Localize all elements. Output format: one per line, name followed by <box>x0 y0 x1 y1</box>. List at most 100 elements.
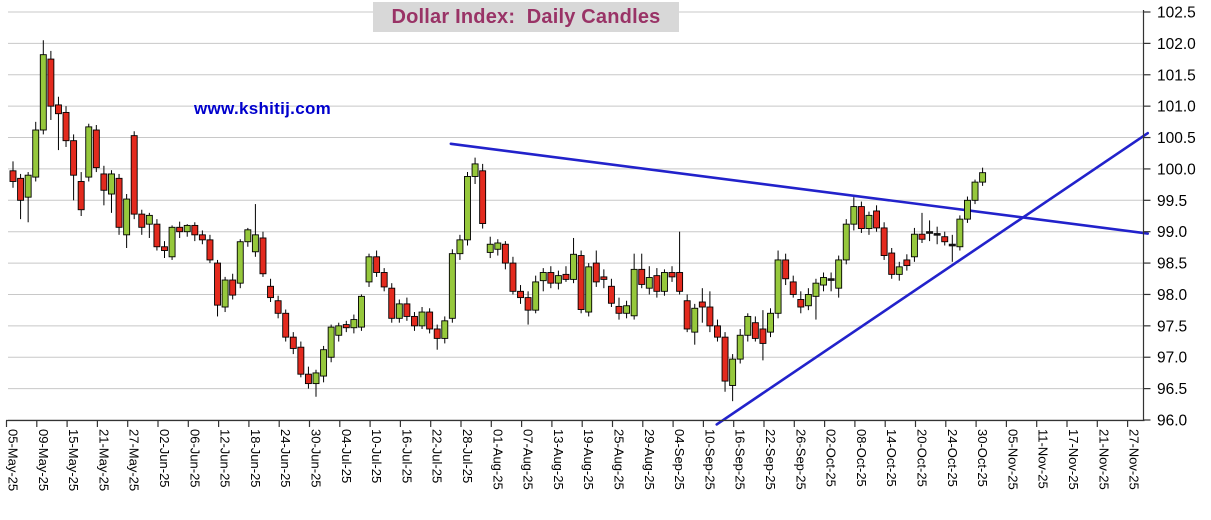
candle-up <box>865 214 873 230</box>
candle-up <box>168 226 176 258</box>
x-tick-label: 18-Jun-25 <box>248 429 263 488</box>
x-tick-label: 13-Aug-25 <box>551 429 566 490</box>
candle-down <box>130 135 138 215</box>
candle-up <box>661 272 668 292</box>
candle-up <box>971 181 979 201</box>
x-tick-label: 11-Nov-25 <box>1036 429 1051 489</box>
x-tick-label: 02-Oct-25 <box>824 429 839 487</box>
candle-down <box>282 312 290 338</box>
candle-down <box>547 272 555 284</box>
candle-down <box>857 206 865 230</box>
candle-up <box>979 172 987 183</box>
candle-down <box>797 299 805 308</box>
y-tick-label: 96.0 <box>1157 413 1188 430</box>
candle-down <box>77 181 85 211</box>
candle-up <box>585 266 593 313</box>
x-axis-labels: 05-May-25 09-May-25 15-May-25 21-May-25 27-M… <box>6 420 1142 491</box>
x-tick-label: 19-Aug-25 <box>581 429 596 490</box>
x-tick-label: 12-Jun-25 <box>218 429 233 488</box>
candle-down <box>297 346 305 375</box>
x-tick-label: 04-Jul-25 <box>339 429 354 483</box>
candle-down <box>759 328 767 344</box>
gridlines <box>8 11 1144 421</box>
candle-up <box>570 253 577 280</box>
x-tick-label: 26-Sep-25 <box>793 429 808 490</box>
candle-up <box>812 282 820 297</box>
y-axis-labels: 102.5 102.0 101.5 101.0 100.5 100.0 99.5 99.0 98… <box>1143 5 1196 430</box>
candle-down <box>668 272 676 278</box>
x-tick-label: 20-Oct-25 <box>915 429 930 487</box>
y-tick-label: 100.0 <box>1157 161 1196 178</box>
candle-up <box>554 275 562 284</box>
x-tick-label: 21-May-25 <box>96 429 111 491</box>
candle-up <box>85 126 93 178</box>
x-tick-label: 15-May-25 <box>66 429 81 491</box>
candle-up <box>320 349 328 377</box>
candle-down <box>888 252 896 275</box>
candle-down <box>600 276 608 280</box>
x-tick-label: 10-Jul-25 <box>369 429 384 483</box>
candle-up <box>358 295 365 328</box>
x-tick-label: 24-Oct-25 <box>945 429 960 487</box>
candle-down <box>229 279 237 296</box>
x-tick-label: 06-Jun-25 <box>187 429 202 488</box>
y-tick-label: 102.5 <box>1157 5 1196 22</box>
candle-down <box>714 325 721 338</box>
candle-up <box>456 239 464 255</box>
x-tick-label: 22-Jul-25 <box>430 429 445 483</box>
candle-down <box>751 322 759 339</box>
candle-down <box>388 287 396 319</box>
candle-up <box>335 325 343 336</box>
candle-down <box>259 237 267 275</box>
x-tick-label: 16-Sep-25 <box>733 429 748 490</box>
candle-down <box>115 177 123 228</box>
y-tick-label: 101.5 <box>1157 67 1196 84</box>
x-tick-label: 25-Aug-25 <box>612 429 627 490</box>
x-tick-label: 04-Sep-25 <box>672 429 687 490</box>
x-tick-label: 24-Jun-25 <box>278 429 293 488</box>
y-tick-label: 96.5 <box>1157 381 1187 398</box>
candle-down <box>509 262 517 292</box>
candle-up <box>736 334 744 360</box>
candle-down <box>426 311 434 330</box>
candle-up <box>691 307 699 333</box>
candle-down <box>373 256 381 273</box>
candle-down <box>70 140 78 176</box>
candle-up <box>910 233 918 258</box>
candle-down <box>433 328 441 339</box>
candle-down <box>411 315 418 327</box>
trendlines <box>449 131 1150 426</box>
candle-down <box>479 170 487 224</box>
candle-down <box>342 324 350 329</box>
candle-up <box>365 256 373 283</box>
x-tick-label: 10-Sep-25 <box>702 429 717 490</box>
candle-up <box>964 199 971 220</box>
candle-up <box>729 358 737 386</box>
candle-wicks <box>12 40 984 402</box>
x-tick-label: 16-Jul-25 <box>399 429 414 483</box>
candle-down <box>524 297 532 311</box>
candle-down <box>782 259 790 280</box>
x-tick-label: 05-Nov-25 <box>1005 429 1020 490</box>
x-tick-label: 30-Oct-25 <box>975 429 990 487</box>
candle-up <box>464 176 471 241</box>
candle-up <box>842 223 850 261</box>
candle-down <box>289 336 297 349</box>
x-tick-label: 02-Jun-25 <box>157 429 172 488</box>
candle-down <box>198 234 206 241</box>
candle-down <box>153 223 161 248</box>
candle-down <box>653 275 661 292</box>
chart-title: Dollar Index: Daily Candles <box>373 2 679 32</box>
candle-bodies <box>9 54 987 386</box>
candle-down <box>274 300 282 314</box>
candle-up <box>327 326 335 358</box>
y-tick-label: 98.5 <box>1157 256 1187 273</box>
candle-up <box>494 242 502 250</box>
descending-resistance <box>449 142 1150 235</box>
candle-up <box>251 234 259 253</box>
candle-down <box>676 272 684 292</box>
candle-down <box>47 58 55 107</box>
x-tick-label: 27-May-25 <box>127 429 142 491</box>
y-tick-label: 99.0 <box>1157 224 1188 241</box>
